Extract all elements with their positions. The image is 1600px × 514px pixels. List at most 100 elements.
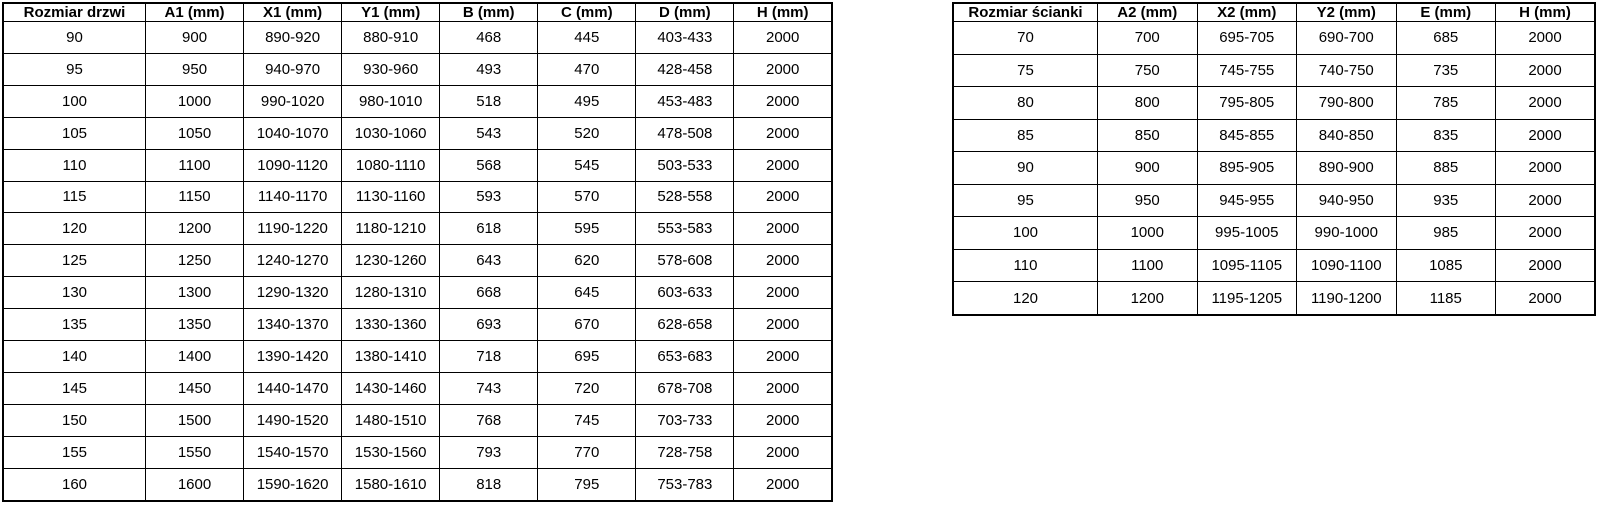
table-cell: 670 xyxy=(537,308,637,342)
table-cell: 940-970 xyxy=(243,52,343,86)
table-cell: 930-960 xyxy=(341,52,441,86)
table-cell: 100 xyxy=(952,216,1098,250)
table-cell: 840-850 xyxy=(1296,118,1397,152)
table-cell: 850 xyxy=(1097,118,1198,152)
table-cell: 990-1000 xyxy=(1296,216,1397,250)
table-cell: 478-508 xyxy=(635,116,735,150)
table-cell: 900 xyxy=(144,21,245,54)
table-cell: 2000 xyxy=(1495,21,1596,55)
table-cell: 1000 xyxy=(1097,216,1198,250)
table-cell: 568 xyxy=(439,148,539,182)
table-cell: 595 xyxy=(537,212,637,246)
table-cell: 1430-1460 xyxy=(341,371,441,405)
table-cell: 1190-1220 xyxy=(243,212,343,246)
table-cell: 895-905 xyxy=(1196,151,1297,185)
table-cell: 940-950 xyxy=(1296,183,1397,217)
table-cell: 1195-1205 xyxy=(1196,281,1297,316)
header-row: Rozmiar ścianki A2 (mm) X2 (mm) Y2 (mm) E (m… xyxy=(952,2,1596,22)
table-cell: 553-583 xyxy=(635,212,735,246)
table-cell: 618 xyxy=(439,212,539,246)
table-cell: 2000 xyxy=(733,116,833,150)
table-row: 75 750 745-755 740-750 735 2000 xyxy=(952,53,1596,87)
table-cell: 1180-1210 xyxy=(341,212,441,246)
table-cell: 503-533 xyxy=(635,148,735,182)
table-cell: 980-1010 xyxy=(341,84,441,118)
table-row: 145 1450 1440-1470 1430-1460 743 720 678-708 20… xyxy=(2,371,833,405)
table-cell: 1030-1060 xyxy=(341,116,441,150)
table-cell: 2000 xyxy=(733,84,833,118)
table-cell: 1130-1160 xyxy=(341,180,441,214)
table-cell: 2000 xyxy=(733,435,833,469)
column-header: H (mm) xyxy=(1495,2,1596,22)
table-cell: 695 xyxy=(537,340,637,373)
table-cell: 578-608 xyxy=(635,244,735,278)
table-row: 110 1100 1095-1105 1090-1100 1085 2000 xyxy=(952,248,1596,282)
table-cell: 110 xyxy=(2,148,146,182)
wall-size-table: Rozmiar ścianki A2 (mm) X2 (mm) Y2 (mm) E (m… xyxy=(952,2,1596,316)
table-cell: 1000 xyxy=(144,84,245,118)
table-cell: 653-683 xyxy=(635,340,735,373)
table-cell: 2000 xyxy=(733,52,833,86)
table-cell: 720 xyxy=(537,371,637,405)
table-cell: 1090-1120 xyxy=(243,148,343,182)
column-header: A1 (mm) xyxy=(144,2,245,22)
table-cell: 1550 xyxy=(144,435,245,469)
table-row: 100 1000 995-1005 990-1000 985 2000 xyxy=(952,216,1596,250)
table-cell: 1480-1510 xyxy=(341,403,441,437)
table-cell: 1450 xyxy=(144,371,245,405)
table-row: 120 1200 1195-1205 1190-1200 1185 2000 xyxy=(952,281,1596,316)
table-cell: 593 xyxy=(439,180,539,214)
table-cell: 80 xyxy=(952,86,1098,120)
table-cell: 120 xyxy=(952,281,1098,316)
table-row: 85 850 845-855 840-850 835 2000 xyxy=(952,118,1596,152)
table-cell: 900 xyxy=(1097,151,1198,185)
table-cell: 470 xyxy=(537,52,637,86)
table-cell: 95 xyxy=(2,52,146,86)
table-cell: 2000 xyxy=(1495,216,1596,250)
table-cell: 2000 xyxy=(1495,281,1596,316)
table-cell: 735 xyxy=(1395,53,1496,87)
table-cell: 745-755 xyxy=(1196,53,1297,87)
table-cell: 703-733 xyxy=(635,403,735,437)
table-cell: 1530-1560 xyxy=(341,435,441,469)
column-header: H (mm) xyxy=(733,2,833,22)
table-cell: 890-920 xyxy=(243,21,343,54)
table-cell: 545 xyxy=(537,148,637,182)
table-cell: 1200 xyxy=(1097,281,1198,316)
table-cell: 1100 xyxy=(1097,248,1198,282)
table-cell: 750 xyxy=(1097,53,1198,87)
table-cell: 145 xyxy=(2,371,146,405)
table-cell: 2000 xyxy=(733,308,833,342)
table-row: 80 800 795-805 790-800 785 2000 xyxy=(952,86,1596,120)
table-row: 115 1150 1140-1170 1130-1160 593 570 528-558 20… xyxy=(2,180,833,214)
table-cell: 2000 xyxy=(733,21,833,54)
table-cell: 403-433 xyxy=(635,21,735,54)
table-cell: 518 xyxy=(439,84,539,118)
table-cell: 2000 xyxy=(1495,183,1596,217)
column-header: Y2 (mm) xyxy=(1296,2,1397,22)
table-row: 100 1000 990-1020 980-1010 518 495 453-483 2000 xyxy=(2,84,833,118)
table-cell: 1340-1370 xyxy=(243,308,343,342)
table-cell: 795-805 xyxy=(1196,86,1297,120)
table-row: 95 950 945-955 940-950 935 2000 xyxy=(952,183,1596,217)
table-cell: 160 xyxy=(2,467,146,502)
table-cell: 2000 xyxy=(733,244,833,278)
table-cell: 468 xyxy=(439,21,539,54)
table-row: 125 1250 1240-1270 1230-1260 643 620 578-608 20… xyxy=(2,244,833,278)
table-cell: 543 xyxy=(439,116,539,150)
table-cell: 945-955 xyxy=(1196,183,1297,217)
table-cell: 818 xyxy=(439,467,539,502)
table-cell: 995-1005 xyxy=(1196,216,1297,250)
table-cell: 990-1020 xyxy=(243,84,343,118)
table-cell: 135 xyxy=(2,308,146,342)
table-cell: 100 xyxy=(2,84,146,118)
table-cell: 1440-1470 xyxy=(243,371,343,405)
table-cell: 1050 xyxy=(144,116,245,150)
table-cell: 2000 xyxy=(733,276,833,310)
table-cell: 745 xyxy=(537,403,637,437)
table-cell: 90 xyxy=(2,21,146,54)
table-cell: 2000 xyxy=(1495,151,1596,185)
table-cell: 695-705 xyxy=(1196,21,1297,55)
table-cell: 1080-1110 xyxy=(341,148,441,182)
